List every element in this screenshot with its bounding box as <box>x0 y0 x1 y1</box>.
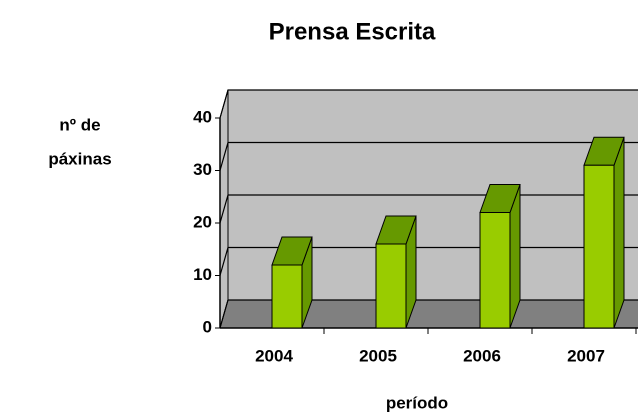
x-tick-label: 2007 <box>567 346 605 365</box>
x-tick-label: 2006 <box>463 346 501 365</box>
x-axis-label: período <box>386 393 448 412</box>
y-tick-label: 40 <box>193 107 212 126</box>
chart-title: Prensa Escrita <box>269 18 436 45</box>
grid-line <box>219 89 638 119</box>
y-tick-label: 10 <box>193 265 212 284</box>
bar <box>479 212 511 329</box>
x-tick-label: 2004 <box>255 346 293 365</box>
y-axis-label: páxinas <box>48 149 111 168</box>
y-tick-label: 0 <box>203 317 212 336</box>
y-axis-label: nº de <box>59 115 100 134</box>
y-tick-label: 30 <box>193 160 212 179</box>
bar <box>271 264 303 329</box>
y-tick-label: 20 <box>193 212 212 231</box>
x-tick-label: 2005 <box>359 346 397 365</box>
bar <box>583 164 615 329</box>
bar <box>375 243 407 329</box>
grid-line <box>219 141 638 171</box>
bar-side <box>613 137 625 329</box>
